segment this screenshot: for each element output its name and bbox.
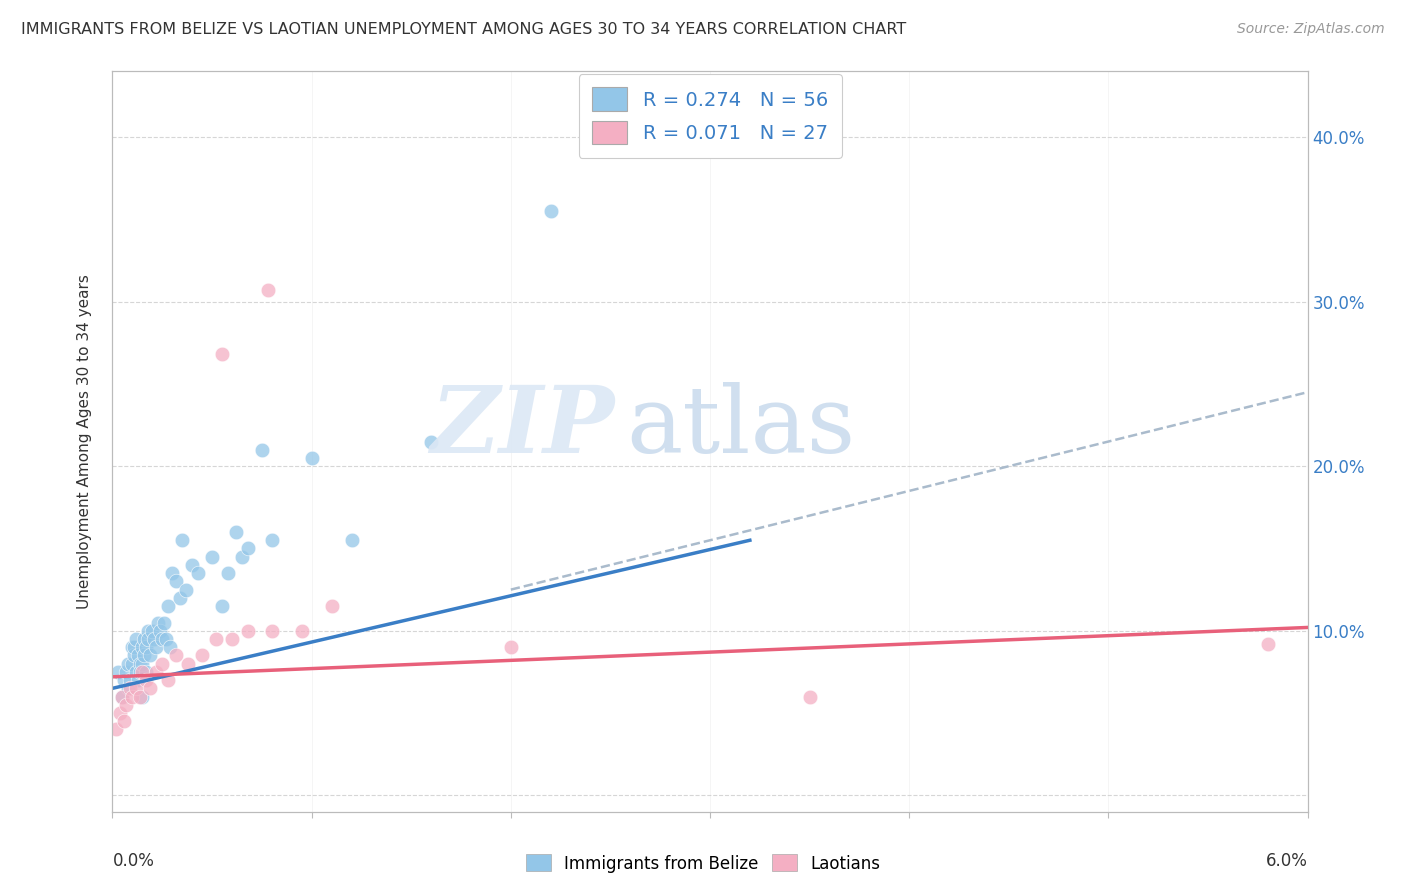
Point xyxy=(121,690,143,704)
Point xyxy=(105,723,128,737)
Point xyxy=(257,283,280,297)
Point xyxy=(211,347,233,361)
Point xyxy=(125,681,148,696)
Point xyxy=(124,648,146,663)
Point xyxy=(127,673,149,687)
Point xyxy=(115,665,138,679)
Point xyxy=(148,615,170,630)
Point xyxy=(225,524,247,539)
Text: ZIP: ZIP xyxy=(430,382,614,472)
Point xyxy=(174,582,197,597)
Point xyxy=(143,632,166,646)
Point xyxy=(291,624,314,638)
Point xyxy=(149,624,172,638)
Point xyxy=(201,549,224,564)
Point xyxy=(181,558,204,572)
Point xyxy=(221,632,243,646)
Text: IMMIGRANTS FROM BELIZE VS LAOTIAN UNEMPLOYMENT AMONG AGES 30 TO 34 YEARS CORRELA: IMMIGRANTS FROM BELIZE VS LAOTIAN UNEMPL… xyxy=(21,22,907,37)
Point xyxy=(340,533,363,548)
Point xyxy=(187,566,209,581)
Point xyxy=(1257,637,1279,651)
Point xyxy=(157,673,180,687)
Point xyxy=(114,714,135,729)
Point xyxy=(131,640,153,655)
Point xyxy=(129,657,152,671)
Point xyxy=(121,640,143,655)
Text: atlas: atlas xyxy=(627,382,856,472)
Point xyxy=(155,632,177,646)
Point xyxy=(150,632,173,646)
Point xyxy=(129,665,152,679)
Point xyxy=(145,665,167,679)
Point xyxy=(127,648,149,663)
Point xyxy=(131,690,153,704)
Point xyxy=(121,657,143,671)
Point xyxy=(131,657,153,671)
Point xyxy=(138,632,160,646)
Point xyxy=(153,615,176,630)
Point xyxy=(114,673,135,687)
Legend: Immigrants from Belize, Laotians: Immigrants from Belize, Laotians xyxy=(519,847,887,880)
Point xyxy=(172,533,194,548)
Text: 0.0%: 0.0% xyxy=(112,853,155,871)
Point xyxy=(250,442,273,457)
Point xyxy=(217,566,239,581)
Point xyxy=(120,673,142,687)
Point xyxy=(301,450,323,465)
Legend: R = 0.274   N = 56, R = 0.071   N = 27: R = 0.274 N = 56, R = 0.071 N = 27 xyxy=(578,74,842,158)
Point xyxy=(131,665,153,679)
Point xyxy=(231,549,253,564)
Point xyxy=(134,648,156,663)
Point xyxy=(162,566,183,581)
Point xyxy=(139,681,162,696)
Point xyxy=(191,648,214,663)
Point xyxy=(141,624,163,638)
Point xyxy=(177,657,200,671)
Point xyxy=(169,591,191,605)
Point xyxy=(124,640,146,655)
Point xyxy=(111,690,134,704)
Y-axis label: Unemployment Among Ages 30 to 34 years: Unemployment Among Ages 30 to 34 years xyxy=(77,274,91,609)
Point xyxy=(117,681,139,696)
Point xyxy=(135,673,157,687)
Point xyxy=(205,632,228,646)
Point xyxy=(125,632,148,646)
Point xyxy=(165,574,187,589)
Point xyxy=(110,706,132,720)
Point xyxy=(159,640,181,655)
Point xyxy=(540,204,562,219)
Text: 6.0%: 6.0% xyxy=(1265,853,1308,871)
Point xyxy=(236,541,259,556)
Point xyxy=(138,624,160,638)
Point xyxy=(499,640,522,655)
Text: Source: ZipAtlas.com: Source: ZipAtlas.com xyxy=(1237,22,1385,37)
Point xyxy=(120,681,142,696)
Point xyxy=(107,665,129,679)
Point xyxy=(799,690,821,704)
Point xyxy=(117,657,139,671)
Point xyxy=(236,624,259,638)
Point xyxy=(145,640,167,655)
Point xyxy=(165,648,187,663)
Point xyxy=(129,690,152,704)
Point xyxy=(157,599,180,613)
Point xyxy=(321,599,343,613)
Point xyxy=(125,665,148,679)
Point xyxy=(260,624,283,638)
Point xyxy=(260,533,283,548)
Point xyxy=(211,599,233,613)
Point xyxy=(139,648,162,663)
Point xyxy=(134,632,156,646)
Point xyxy=(150,657,173,671)
Point xyxy=(420,434,443,449)
Point xyxy=(115,698,138,712)
Point xyxy=(135,665,157,679)
Point xyxy=(111,690,134,704)
Point xyxy=(135,640,157,655)
